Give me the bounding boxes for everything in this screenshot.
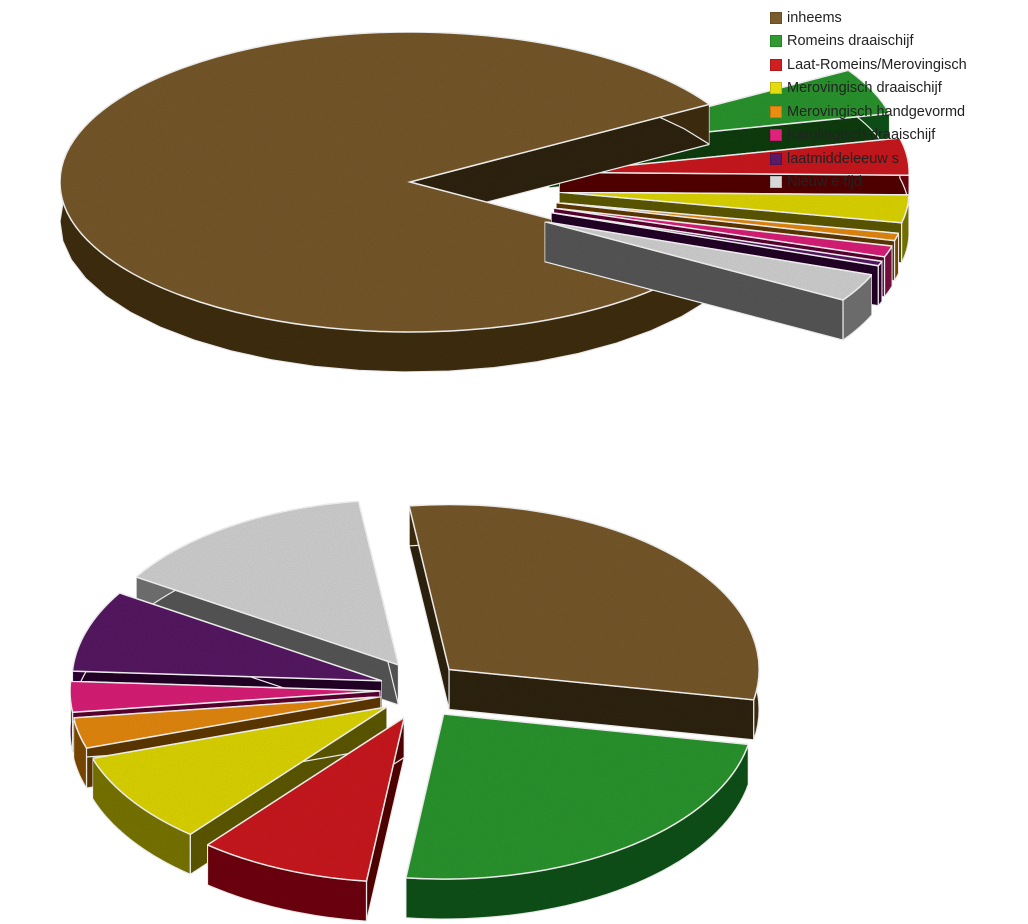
legend-swatch <box>770 58 782 71</box>
legend-label: Romeins draaischijf <box>787 33 914 50</box>
legend-swatch <box>770 35 782 48</box>
legend-label: inheems <box>787 9 842 26</box>
legend-swatch <box>770 11 782 24</box>
legend-item: Merovingisch handgevormd <box>770 100 1026 124</box>
legend-item: Merovingisch draaischijf <box>770 77 1026 101</box>
pie-slice <box>408 503 760 741</box>
legend-item: Romeins draaischijf <box>770 30 1026 54</box>
legend-swatch <box>770 152 782 165</box>
legend-label: Laat-Romeins/Merovingisch <box>787 56 967 73</box>
legend-item: laatmiddeleeuw s <box>770 147 1026 171</box>
legend-label: laatmiddeleeuw s <box>787 150 900 167</box>
pie-slice <box>205 715 406 922</box>
legend-item: Karolingisch draaischijf <box>770 124 1026 148</box>
pie-chart-top <box>59 31 910 373</box>
legend-label: Nieuw e tijd <box>787 174 862 191</box>
legend-item: Nieuw e tijd <box>770 171 1026 195</box>
legend-swatch <box>770 105 782 118</box>
legend: inheems Romeins draaischijf Laat-Romeins/M… <box>770 6 1026 194</box>
legend-swatch <box>770 82 782 95</box>
pie-chart-bottom <box>69 500 760 922</box>
pie-slice <box>544 220 874 342</box>
legend-swatch <box>770 129 782 142</box>
legend-item: inheems <box>770 6 1026 30</box>
legend-label: Merovingisch draaischijf <box>787 80 942 97</box>
legend-swatch <box>770 176 782 189</box>
pie-slice <box>404 713 750 920</box>
legend-item: Laat-Romeins/Merovingisch <box>770 53 1026 77</box>
legend-label: Merovingisch handgevormd <box>787 103 966 120</box>
legend-label: Karolingisch draaischijf <box>787 127 936 144</box>
